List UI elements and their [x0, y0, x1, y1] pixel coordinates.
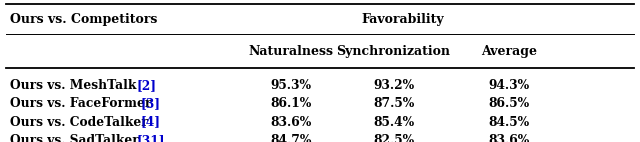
Text: 83.6%: 83.6% — [488, 134, 529, 142]
Text: 84.5%: 84.5% — [488, 116, 529, 129]
Text: 83.6%: 83.6% — [271, 116, 312, 129]
Text: Favorability: Favorability — [362, 13, 445, 26]
Text: 87.5%: 87.5% — [373, 97, 414, 110]
Text: [31]: [31] — [136, 134, 165, 142]
Text: Ours vs. CodeTalker: Ours vs. CodeTalker — [10, 116, 152, 129]
Text: [2]: [2] — [136, 79, 156, 92]
Text: 82.5%: 82.5% — [373, 134, 414, 142]
Text: Ours vs. MeshTalk: Ours vs. MeshTalk — [10, 79, 140, 92]
Text: Ours vs. SadTalker: Ours vs. SadTalker — [10, 134, 143, 142]
Text: 93.2%: 93.2% — [373, 79, 414, 92]
Text: 84.7%: 84.7% — [271, 134, 312, 142]
Text: 86.1%: 86.1% — [271, 97, 312, 110]
Text: Average: Average — [481, 45, 537, 58]
Text: [3]: [3] — [141, 97, 161, 110]
Text: Naturalness: Naturalness — [249, 45, 333, 58]
Text: 94.3%: 94.3% — [488, 79, 529, 92]
Text: Ours vs. Competitors: Ours vs. Competitors — [10, 13, 157, 26]
Text: 85.4%: 85.4% — [373, 116, 414, 129]
Text: Ours vs. FaceFormer: Ours vs. FaceFormer — [10, 97, 156, 110]
Text: 86.5%: 86.5% — [488, 97, 529, 110]
Text: Synchronization: Synchronization — [337, 45, 451, 58]
Text: 95.3%: 95.3% — [271, 79, 312, 92]
Text: [4]: [4] — [141, 116, 161, 129]
